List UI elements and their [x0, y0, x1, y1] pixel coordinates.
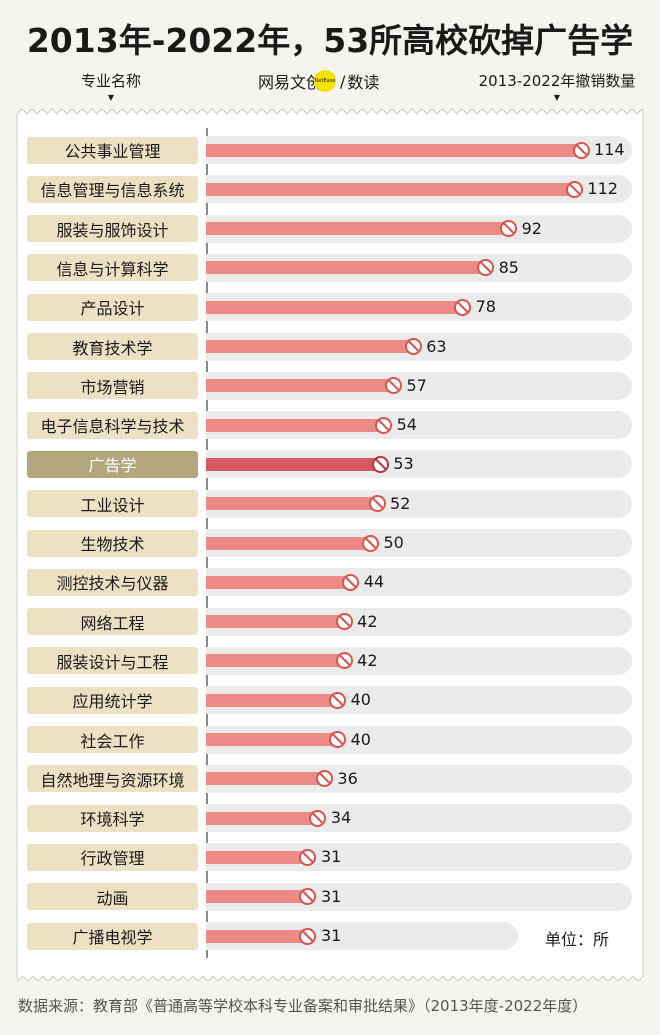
data-label: 31: [320, 886, 342, 906]
ban-icon: [342, 573, 360, 591]
category-label: 信息与计算科学: [27, 254, 198, 282]
category-label: 信息管理与信息系统: [27, 175, 198, 203]
value-axis-label: 2013-2022年撤销数量: [478, 72, 636, 90]
ban-icon: [477, 259, 495, 277]
bar: [206, 143, 581, 157]
data-label: 63: [426, 336, 447, 356]
brand-separator: /: [340, 71, 346, 91]
data-label: 42: [357, 611, 378, 631]
bar: [206, 575, 351, 589]
ban-icon: [572, 141, 590, 159]
category-label: 市场营销: [27, 372, 198, 400]
ban-icon: [329, 731, 347, 748]
data-label: 112: [587, 179, 618, 199]
data-label: 85: [498, 257, 519, 277]
category-label: 社会工作: [27, 726, 198, 753]
bar: [206, 300, 463, 314]
data-label: 34: [330, 808, 352, 828]
category-label: 环境科学: [27, 804, 198, 832]
category-label: 服装设计与工程: [27, 647, 198, 675]
ban-icon: [299, 888, 317, 906]
ban-icon: [565, 180, 583, 198]
down-arrow-icon: ▼: [107, 93, 115, 102]
data-label: 114: [594, 140, 625, 159]
ban-icon: [361, 534, 379, 552]
category-axis-label: 专业名称: [80, 72, 141, 90]
bar: [206, 693, 338, 707]
data-label: 92: [521, 218, 542, 238]
bar: [206, 890, 308, 904]
bar: [206, 536, 371, 550]
category-label: 广播电视学: [27, 922, 198, 950]
bar: [206, 929, 308, 943]
category-label: 公共事业管理: [27, 136, 198, 164]
value-axis-header: 2013-2022年撤销数量 ▼: [462, 70, 652, 103]
brand-logo: 网易文创 NetEase / 数读: [258, 68, 379, 94]
data-label: 42: [357, 650, 378, 670]
ban-icon: [371, 455, 389, 473]
category-axis-header: 专业名称 ▼: [66, 70, 156, 103]
ban-icon: [329, 691, 347, 709]
category-label: 广告学: [27, 450, 198, 478]
data-label: 54: [396, 415, 417, 435]
bar: [206, 222, 509, 236]
bar: [206, 497, 378, 511]
ban-icon: [404, 338, 422, 355]
category-label: 服装与服饰设计: [27, 215, 198, 243]
ban-icon: [385, 377, 402, 395]
bar: [206, 418, 384, 432]
category-label: 工业设计: [27, 490, 198, 518]
category-label: 电子信息科学与技术: [27, 411, 198, 439]
unit-note: 单位：所: [545, 930, 610, 949]
ban-icon: [309, 809, 327, 827]
ban-icon: [299, 848, 317, 866]
ban-icon: [375, 416, 393, 434]
category-label: 生物技术: [27, 529, 198, 557]
bar: [206, 261, 486, 275]
brand-text: 网易文创: [258, 73, 323, 92]
data-label: 53: [393, 454, 414, 474]
bar: [206, 811, 318, 825]
bar: [206, 615, 345, 629]
down-arrow-icon: ▼: [553, 93, 561, 102]
data-label: 36: [337, 768, 358, 788]
data-label: 40: [350, 729, 371, 749]
chart-title: 2013年-2022年，53所高校砍掉广告学: [26, 21, 634, 60]
bar: [206, 772, 325, 786]
category-label: 教育技术学: [27, 333, 198, 360]
category-label: 自然地理与资源环境: [27, 765, 198, 793]
data-label: 57: [406, 375, 427, 395]
bar: [206, 654, 345, 668]
category-label: 应用统计学: [27, 686, 198, 714]
ban-icon: [368, 495, 386, 513]
category-label: 行政管理: [27, 843, 198, 871]
ban-icon: [454, 298, 472, 316]
ban-icon: [500, 220, 518, 238]
data-label: 31: [320, 926, 342, 945]
bar: [206, 340, 414, 353]
ban-icon: [315, 770, 333, 788]
category-label: 动画: [27, 883, 198, 911]
data-label: 78: [475, 297, 496, 317]
ban-icon: [335, 613, 353, 631]
data-label: 31: [320, 847, 342, 867]
data-label: 44: [363, 572, 385, 592]
ban-icon: [335, 652, 353, 670]
data-label: 50: [383, 533, 404, 552]
bar: [206, 182, 575, 196]
data-source: 数据来源：教育部《普通高等学校本科专业备案和审批结果》（2013年度-2022年…: [18, 997, 588, 1015]
bar: [206, 733, 338, 746]
brand-subtitle: 数读: [347, 73, 380, 92]
data-label: 52: [390, 493, 411, 513]
category-label: 测控技术与仪器: [27, 568, 198, 596]
bar: [206, 379, 394, 393]
ban-icon: [299, 927, 317, 945]
bar: [206, 850, 308, 864]
bar: [206, 457, 381, 471]
data-label: 40: [350, 690, 371, 710]
category-label: 网络工程: [27, 608, 198, 636]
brand-dot-icon: NetEase: [314, 70, 337, 92]
category-label: 产品设计: [27, 293, 198, 321]
